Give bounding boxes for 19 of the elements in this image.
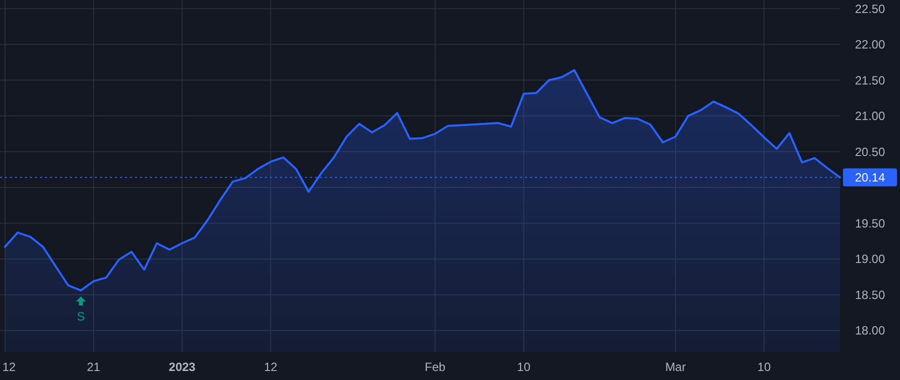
- x-tick-label: Feb: [424, 360, 446, 374]
- x-tick-label: 12: [2, 360, 16, 374]
- annotation: S: [76, 309, 85, 324]
- x-tick-label: 10: [757, 360, 772, 374]
- x-tick-label: 10: [517, 360, 531, 374]
- y-tick-label: 18.00: [854, 324, 886, 338]
- x-tick-label: 12: [264, 360, 278, 374]
- y-tick-label: 19.00: [854, 252, 886, 266]
- x-tick-label: 21: [86, 360, 101, 374]
- ref-line-label: 20.14: [854, 170, 886, 185]
- y-tick-label: 20.50: [854, 144, 886, 159]
- x-tick-label: Mar: [665, 360, 686, 374]
- y-tick-label: 22.50: [854, 2, 886, 16]
- y-tick-label: 21.00: [854, 109, 886, 124]
- x-tick-label: 2023: [168, 360, 196, 374]
- y-tick-label: 21.50: [854, 73, 886, 88]
- y-tick-label: 19.50: [854, 216, 886, 230]
- y-tick-label: 18.50: [854, 288, 886, 302]
- y-tick-label: 22.00: [854, 38, 886, 52]
